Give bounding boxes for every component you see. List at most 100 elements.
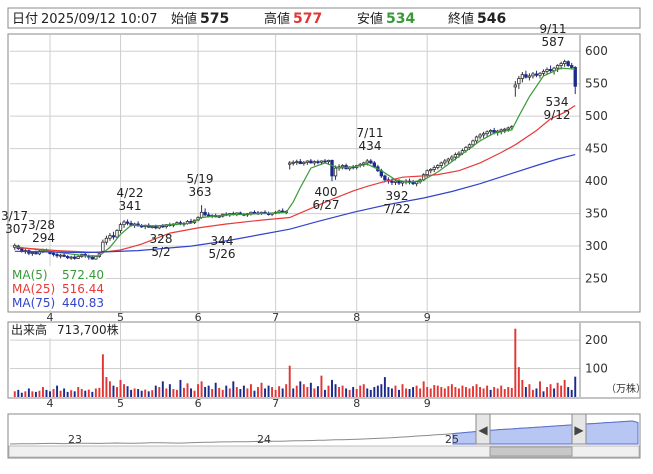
volume-bar [486,385,489,397]
volume-bar [302,384,305,397]
volume-bar [193,390,196,397]
annotation-date: 4/22 [117,186,144,200]
volume-bar [299,381,302,397]
volume-bar [464,387,467,397]
candle [302,160,306,166]
candle-body-down [383,175,387,181]
volume-bar [186,383,189,397]
volume-bar [560,385,563,397]
annotation-date: 3/28 [28,218,55,232]
candle [115,229,119,239]
candle-body-up [122,221,126,226]
volume-tick-label: 200 [585,333,608,347]
volume-bar [87,389,90,397]
candle-body-up [295,161,299,164]
volume-bar [355,389,358,397]
ma75-legend-value: 440.83 [62,296,104,310]
price-tick-label: 350 [585,207,608,221]
candle-body-down [161,225,165,228]
candle [439,161,443,169]
ma5-legend-label: MA(5) [12,268,48,282]
candle [298,159,302,165]
volume-bar [84,390,87,397]
volume-bar [553,388,556,397]
candle-body-up [400,181,405,184]
volume-bar [34,391,37,397]
candle [520,72,525,83]
volume-bar [496,388,499,397]
volume-bar [27,388,30,397]
navigator-right-handle[interactable] [571,413,587,445]
candle [333,165,338,180]
volume-bar [429,388,432,397]
candle-body-down [73,256,77,259]
candle-body-up [513,84,517,88]
volume-bar [70,390,73,397]
price-tick-label: 550 [585,77,608,91]
volume-bar [190,388,192,397]
candle-body-up [104,237,109,243]
price-month-label: 4 [47,311,54,324]
candle [291,160,295,166]
candle [108,233,112,241]
volume-bar [77,387,80,397]
candle-body-down [566,61,570,66]
candle-body-up [115,230,119,238]
volume-bar [401,384,404,397]
volume-unit: （万株） [606,382,646,395]
volume-bar [13,391,16,397]
candle [481,131,486,139]
volume-bar [323,389,326,397]
volume-bar [73,391,76,397]
volume-bar [447,386,450,397]
candle [566,60,570,67]
volume-bar [514,328,517,397]
volume-bar [563,379,566,397]
candle [429,168,433,174]
header-bar [7,7,641,29]
navigator-scrollbar-track[interactable] [8,445,640,458]
volume-bar [119,379,122,397]
volume-bar [405,388,408,397]
date-label: 日付 [12,12,38,27]
volume-bar [235,387,238,397]
open-value: 575 [200,11,229,27]
candle-body-up [541,70,546,74]
price-month-label: 8 [353,311,360,324]
volume-bar [228,388,231,397]
candle [513,81,517,97]
candle-body-up [58,254,63,257]
volume-bar [503,389,506,397]
volume-bar [517,367,520,397]
volume-bar [20,392,23,397]
navigator-left-handle[interactable] [475,413,491,445]
volume-bar [285,384,288,397]
candle-body-up [425,170,429,176]
candle-body-up [488,130,493,133]
candle [443,159,447,166]
candle [309,159,313,164]
volume-bar [207,385,210,397]
annotation-date: 7/22 [384,202,411,216]
navigator-scrollbar-thumb[interactable] [489,446,573,457]
candle-body-up [485,131,489,135]
ma25-legend-value: 516.44 [62,282,104,296]
candle-body-up [436,165,440,168]
candle [534,70,539,78]
candle-body-up [291,161,295,164]
ma5-legend-value: 572.40 [62,268,104,282]
candle-body-down [203,211,207,216]
volume-bar [320,375,323,397]
volume-bar [214,382,217,397]
candle-body-up [118,224,123,231]
volume-bar [309,382,312,397]
candle-body-down [573,67,577,87]
candle-body-up [333,167,338,177]
volume-bar [267,385,270,397]
volume-month-label: 9 [424,397,431,410]
volume-bar [556,382,559,397]
